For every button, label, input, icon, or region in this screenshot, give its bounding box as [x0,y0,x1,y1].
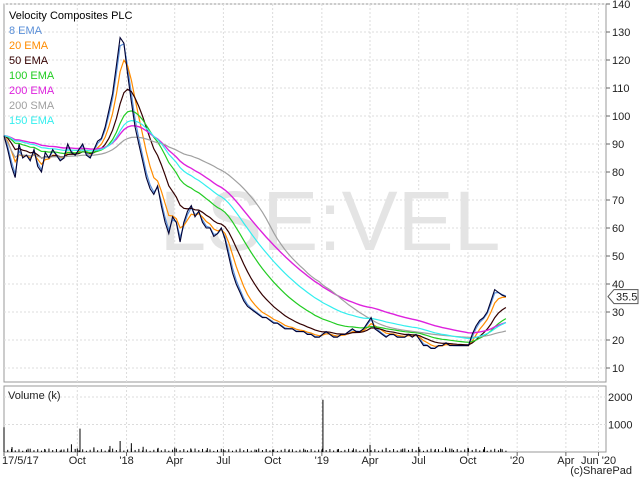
grid [4,3,606,452]
price-tick-label: 70 [612,195,624,207]
x-axis-ticks: 17/5/17 Oct '18 Apr Jul Oct '19 Apr Jul Oct '20 Apr… [2,452,616,467]
x-tick-label: 17/5/17 [2,455,39,467]
x-tick-label: Oct [69,455,86,467]
x-tick-label: Jul [412,455,426,467]
series-line-200-ema [3,125,507,334]
legend: Velocity Composites PLC 8 EMA 20 EMA 50 EM… [9,10,133,127]
series-line-150-ema [3,119,507,340]
last-price-marker: 35.5 [607,289,639,305]
chart-title: Velocity Composites PLC [9,10,133,22]
x-tick-label: '18 [119,455,133,467]
volume-tick-label: 1000 [608,420,632,432]
x-tick-label: Apr [166,455,183,467]
x-tick-label: '19 [315,455,329,467]
volume-axis-label: Volume (k) [8,390,61,402]
series-lines [3,36,507,349]
copyright: (c)SharePad [570,465,632,477]
volume-panel [3,385,607,453]
price-tick-label: 80 [612,167,624,179]
price-axis-ticks: 10 20 30 40 50 60 70 80 90 100 110 120 130 140 [606,0,630,375]
watermark: LSE:VEL [160,174,501,268]
price-tick-label: 20 [612,335,624,347]
x-tick-label: Apr [361,455,378,467]
volume-bars [3,399,507,452]
price-tick-label: 40 [612,279,624,291]
x-tick-label: Jun '20 [581,455,616,467]
price-tick-label: 110 [612,83,630,95]
legend-entry: 200 SMA [9,100,55,112]
series-line-100-ema [3,110,507,343]
x-tick-label: Apr [557,455,574,467]
legend-entry: 20 EMA [9,40,49,52]
x-tick-label: Oct [264,455,281,467]
legend-entry: 50 EMA [9,55,49,67]
x-tick-label: Oct [459,455,476,467]
x-tick-label: Jul [216,455,230,467]
price-tick-label: 120 [612,55,630,67]
price-tick-label: 100 [612,111,630,123]
price-tick-label: 50 [612,251,624,263]
legend-entry: 100 EMA [9,70,55,82]
legend-entry: 150 EMA [9,115,55,127]
volume-axis-ticks: 1000 2000 [608,392,632,432]
legend-entry: 200 EMA [9,85,55,97]
series-line-8-ema [3,42,507,349]
last-price-label: 35.5 [616,292,637,304]
price-tick-label: 60 [612,223,624,235]
price-tick-label: 90 [612,139,624,151]
price-line [3,36,507,349]
series-line-200-sma [3,135,507,338]
price-tick-label: 140 [612,0,630,11]
price-tick-label: 130 [612,27,630,39]
volume-tick-label: 2000 [608,392,632,404]
x-tick-label: '20 [510,455,524,467]
legend-entry: 8 EMA [9,25,43,37]
price-tick-label: 30 [612,307,624,319]
price-tick-label: 10 [612,363,624,375]
